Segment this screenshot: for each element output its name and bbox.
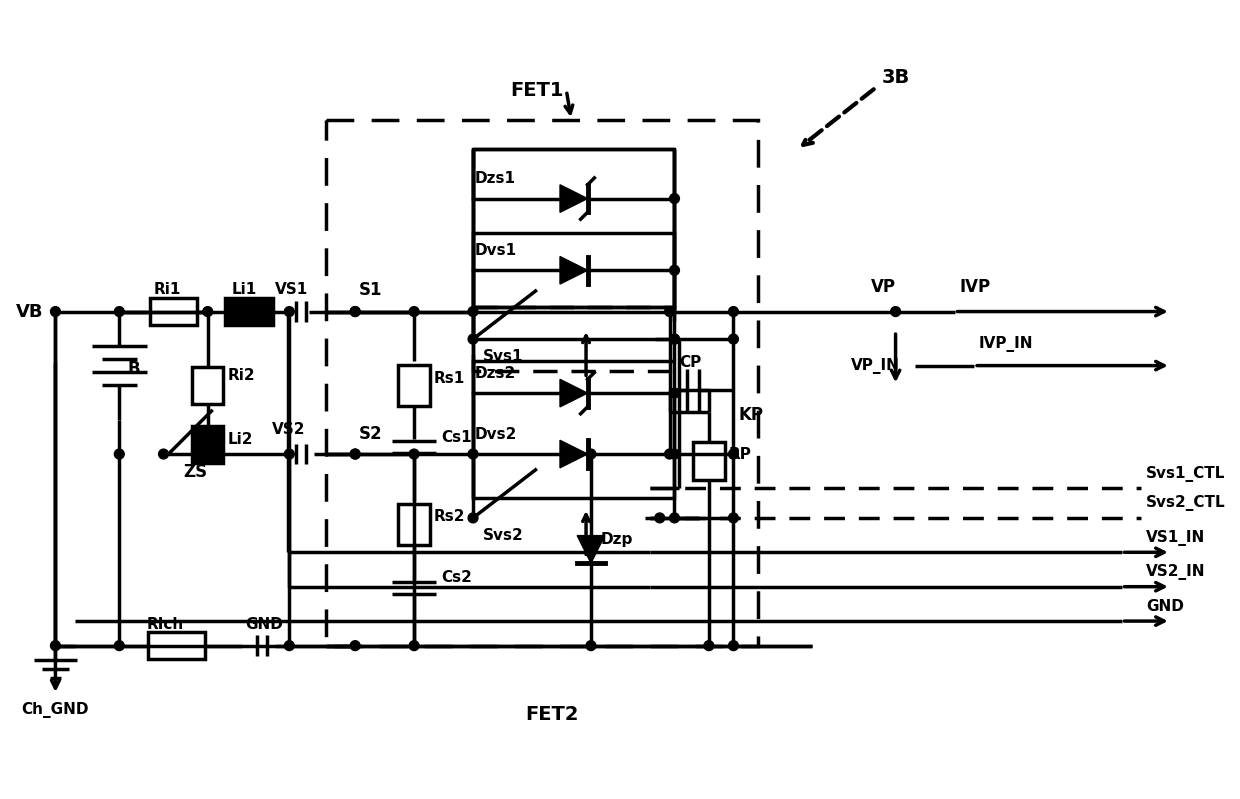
Circle shape [469,449,477,459]
Circle shape [409,449,419,459]
Text: VS1: VS1 [274,282,308,297]
Circle shape [350,307,360,316]
Circle shape [670,513,680,523]
Text: VP: VP [870,278,897,296]
Circle shape [704,641,714,650]
Text: Rs2: Rs2 [434,510,465,524]
Circle shape [587,449,596,459]
Bar [192,367,223,404]
Circle shape [409,307,419,316]
Polygon shape [577,535,605,563]
Circle shape [729,513,738,523]
Text: ZS: ZS [184,463,207,481]
Circle shape [284,307,294,316]
Circle shape [114,307,124,316]
Circle shape [665,449,675,459]
Text: VS2_IN: VS2_IN [1146,564,1205,580]
Text: Dvs1: Dvs1 [475,243,517,258]
Text: KP: KP [738,406,764,423]
Circle shape [350,449,360,459]
Text: VP_IN: VP_IN [852,358,900,374]
Text: CP: CP [680,355,702,370]
Bar [693,442,724,479]
Circle shape [469,307,477,316]
Text: GND: GND [246,617,283,631]
Circle shape [729,641,738,650]
Circle shape [203,307,212,316]
Text: FET2: FET2 [525,705,578,724]
Text: Li2: Li2 [227,431,253,447]
Bar [192,426,223,463]
Text: VS2: VS2 [272,422,305,437]
Text: Svs2_CTL: Svs2_CTL [1146,495,1226,511]
Circle shape [284,449,294,459]
Circle shape [350,641,360,650]
Circle shape [587,641,596,650]
Circle shape [114,641,124,650]
Polygon shape [560,185,588,213]
Circle shape [469,513,477,523]
Text: Dzp: Dzp [601,532,634,547]
Text: S2: S2 [360,425,383,443]
Circle shape [670,334,680,344]
Text: IVP_IN: IVP_IN [980,336,1034,352]
Circle shape [51,307,61,316]
Bar [150,298,197,325]
Text: Li1: Li1 [232,282,257,297]
Text: FET1: FET1 [510,81,564,100]
Text: Rs1: Rs1 [434,371,465,386]
Text: GND: GND [1146,598,1184,614]
Circle shape [665,307,675,316]
Polygon shape [560,380,588,407]
Circle shape [284,641,294,650]
Text: Dzs2: Dzs2 [475,366,516,381]
Text: VB: VB [16,303,43,320]
Text: RIch: RIch [146,617,184,631]
Text: Dvs2: Dvs2 [475,427,517,442]
Circle shape [670,265,680,275]
Text: Ri2: Ri2 [227,368,255,383]
Circle shape [159,449,169,459]
Circle shape [729,334,738,344]
Polygon shape [560,256,588,284]
Circle shape [469,334,477,344]
Circle shape [890,307,900,316]
Bar [398,504,430,546]
Circle shape [670,193,680,204]
Circle shape [350,307,360,316]
Circle shape [670,388,680,398]
Circle shape [670,334,680,344]
Text: B: B [128,360,140,378]
Circle shape [729,307,738,316]
Text: Svs2: Svs2 [482,528,523,543]
Text: Ri1: Ri1 [154,282,181,297]
Circle shape [350,449,360,459]
Text: 3B: 3B [882,68,910,87]
Text: Cs2: Cs2 [441,570,472,586]
Circle shape [655,513,665,523]
Bar [398,364,430,406]
Bar [148,632,205,659]
Text: Ch_GND: Ch_GND [21,702,89,718]
Bar [226,298,273,325]
Circle shape [670,449,680,459]
Text: S1: S1 [360,281,383,299]
Text: VS1_IN: VS1_IN [1146,530,1205,546]
Text: IVP: IVP [960,278,991,296]
Text: Dzs1: Dzs1 [475,172,516,186]
Text: RP: RP [729,447,751,462]
Text: Svs1_CTL: Svs1_CTL [1146,466,1225,482]
Circle shape [203,449,212,459]
Text: Cs1: Cs1 [441,430,472,445]
Circle shape [409,641,419,650]
Circle shape [729,449,738,459]
Circle shape [114,449,124,459]
Circle shape [51,641,61,650]
Text: Svs1: Svs1 [482,349,523,364]
Polygon shape [560,440,588,467]
